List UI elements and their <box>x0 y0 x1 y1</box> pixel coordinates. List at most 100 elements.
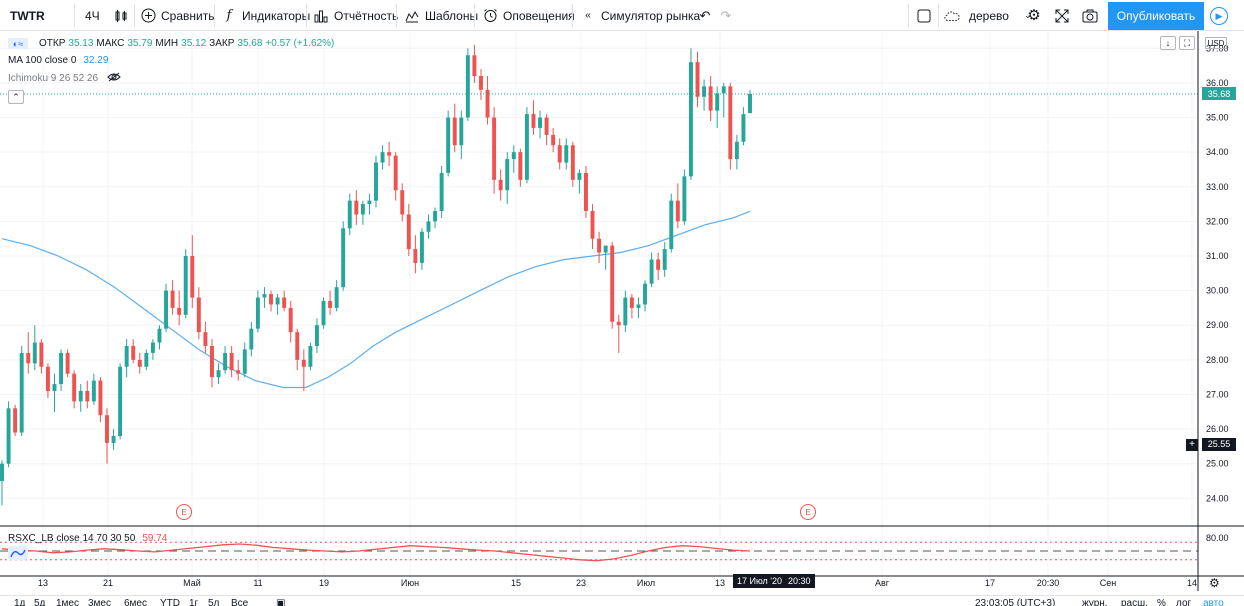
close-value: 35.68 <box>237 38 263 49</box>
replay-button[interactable]: « Симулятор рынка <box>580 0 700 31</box>
candle <box>393 152 398 201</box>
candle <box>249 321 254 357</box>
indicators-button[interactable]: f Индикаторы <box>221 0 311 31</box>
candle <box>6 401 11 468</box>
chart-area[interactable]: 37.00 36.00 35.00 34.00 33.00 32.00 31.00 30.00… <box>0 31 1244 606</box>
symbol-search[interactable]: TWTR <box>10 0 45 31</box>
candle <box>452 103 457 153</box>
toolbar-divider <box>74 4 75 27</box>
open-value: 35.13 <box>68 38 94 49</box>
ma-legend-value: 32.29 <box>83 55 109 66</box>
candle <box>242 342 247 378</box>
candle <box>649 252 654 288</box>
fullscreen-layout-button[interactable] <box>916 0 932 31</box>
publish-menu-button[interactable]: ▶ <box>1204 2 1234 30</box>
range-button[interactable]: 1д <box>14 598 26 606</box>
compare-button[interactable]: Сравнить <box>140 0 214 31</box>
templates-button[interactable]: Шаблоны <box>404 0 478 31</box>
candle <box>85 380 90 409</box>
fullscreen-button[interactable] <box>1054 0 1070 31</box>
candle <box>196 287 201 340</box>
candle <box>45 363 50 398</box>
alarm-clock-icon <box>482 8 498 24</box>
templates-icon <box>404 8 420 24</box>
candle <box>98 377 103 423</box>
price-tick-label: 26.00 <box>1206 424 1229 434</box>
candle <box>682 169 687 225</box>
price-tick-label: 25.00 <box>1206 459 1229 469</box>
candle <box>13 404 18 436</box>
candle <box>301 349 306 391</box>
earnings-event-marker[interactable]: E <box>176 504 192 520</box>
candle <box>190 235 195 308</box>
ohlc-legend: ◐≈ ОТКР 35.13 МАКС 35.79 МИН 35.12 ЗАКР 35.6… <box>8 38 334 49</box>
toolbar-divider <box>396 4 397 27</box>
chevron-up-icon: ⌃ <box>12 91 20 102</box>
publish-button[interactable]: Опубликовать <box>1108 2 1204 30</box>
scale-option-button[interactable]: % <box>1157 598 1166 606</box>
time-tick-label: 13 <box>715 578 725 588</box>
candle <box>360 200 365 225</box>
axis-settings-gear-icon[interactable]: ⚙ <box>1209 576 1220 590</box>
rsi-legend-value: 59.74 <box>142 533 168 544</box>
scale-option-button[interactable]: лог <box>1176 598 1192 606</box>
range-button[interactable]: 6мес <box>124 598 147 606</box>
interval-button[interactable]: 4Ч <box>85 0 100 31</box>
maximize-pane-button[interactable]: ⛶ <box>1179 36 1195 50</box>
candle <box>708 76 713 121</box>
candle <box>551 127 556 153</box>
range-button[interactable]: Все <box>231 598 249 606</box>
candle <box>413 235 418 274</box>
currency-badge[interactable]: USD <box>1205 37 1227 49</box>
candle <box>203 321 208 353</box>
scale-option-button[interactable]: журн. <box>1082 598 1108 606</box>
add-alert-plus-icon[interactable]: + <box>1186 438 1198 451</box>
undo-button[interactable]: ↶ <box>697 0 713 31</box>
range-button[interactable]: 5д <box>34 598 46 606</box>
eye-off-icon[interactable] <box>107 72 121 85</box>
legend-toggle-icon[interactable]: ◐≈ <box>8 38 28 49</box>
candle <box>597 231 602 263</box>
range-button[interactable]: 3мес <box>88 598 111 606</box>
ma-legend[interactable]: MA 100 close 0 32.29 <box>8 55 108 66</box>
chart-style-button[interactable] <box>113 0 129 31</box>
candle <box>465 48 470 121</box>
range-button[interactable]: 1мес <box>56 598 79 606</box>
candle <box>39 339 44 374</box>
range-button[interactable]: YTD <box>160 598 180 606</box>
candle <box>334 280 339 312</box>
scale-option-button[interactable]: расш. <box>1121 598 1148 606</box>
rsi-legend[interactable]: RSXC_LB close 14 70 30 50 59.74 <box>8 533 167 544</box>
layout-selector[interactable]: дерево ⌄ <box>944 0 1036 31</box>
change-value: +0.57 (+1.62%) <box>265 38 335 49</box>
candle <box>32 325 37 371</box>
redo-icon: ↷ <box>720 8 732 23</box>
scale-option-button[interactable]: авто <box>1203 598 1224 606</box>
candle <box>505 152 510 205</box>
candle <box>105 408 109 464</box>
range-button[interactable]: 5л <box>208 598 220 606</box>
clock-readout[interactable]: 23:03:05 (UTC+3) <box>975 598 1056 606</box>
redo-button[interactable]: ↷ <box>718 0 734 31</box>
date-range-calendar-icon[interactable]: ▣ <box>276 598 286 606</box>
candle <box>354 190 359 225</box>
templates-label: Шаблоны <box>425 8 479 23</box>
ichimoku-legend[interactable]: Ichimoku 9 26 52 26 <box>8 72 121 85</box>
scroll-to-latest-button[interactable]: ↓ <box>1160 36 1176 50</box>
candle <box>656 252 661 281</box>
collapse-legend-button[interactable]: ⌃ <box>8 90 24 104</box>
replay-label: Симулятор рынка <box>601 8 701 23</box>
earnings-event-marker[interactable]: E <box>800 504 816 520</box>
candle <box>636 297 641 319</box>
price-tick-label: 36.00 <box>1206 78 1229 88</box>
range-button[interactable]: 1г <box>189 598 199 606</box>
snapshot-button[interactable] <box>1082 0 1098 31</box>
open-label: ОТКР <box>39 38 66 49</box>
candle <box>288 301 293 343</box>
reports-button[interactable]: Отчётность <box>313 0 398 31</box>
chart-canvas[interactable]: 37.0036.0035.0034.0033.0032.0031.0030.00… <box>0 31 1244 606</box>
candle <box>275 294 280 315</box>
alerts-button[interactable]: Оповещения <box>482 0 575 31</box>
time-tick-label: 19 <box>319 578 329 588</box>
settings-button[interactable]: ⚙ <box>1026 0 1042 31</box>
